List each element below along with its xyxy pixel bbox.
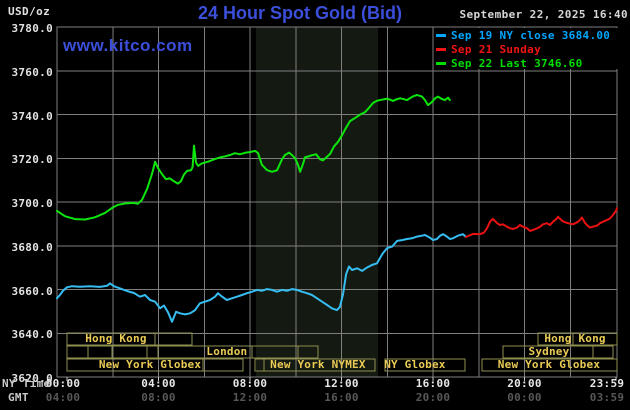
x-axis-label-ny: 08:00 (232, 377, 268, 390)
y-axis-label: 3780.0 (11, 22, 53, 35)
legend-backdrop (433, 28, 630, 69)
session-label: Sydney (528, 345, 570, 358)
y-axis-label: 3720.0 (11, 153, 53, 167)
y-axis-label: 3740.0 (11, 109, 53, 123)
datetime-label: September 22, 2025 16:40 (459, 8, 628, 21)
y-axis-label: 3620.0 (11, 372, 53, 385)
x-axis-label-gmt: 08:00 (141, 391, 176, 404)
legend-label: Sep 22 Last 3746.60 (451, 57, 583, 70)
price-line-sep21-red (464, 207, 618, 238)
x-axis-label-gmt: 04:00 (45, 391, 81, 404)
session-box (202, 358, 244, 372)
x-axis-label-ny: 04:00 (141, 377, 176, 390)
price-line-sep22-green (55, 94, 451, 221)
session-label: London (206, 345, 248, 358)
x-axis-label-ny: 16:00 (415, 377, 451, 390)
kitco-watermark-link[interactable]: www.kitco.com (63, 36, 193, 55)
price-line-sep19-cyan (55, 233, 467, 323)
y-axis-label: 3760.0 (11, 65, 53, 79)
gmt-axis-label: GMT (8, 391, 29, 404)
session-box (572, 332, 618, 346)
session-box (111, 345, 148, 359)
page-title: 24 Hour Spot Gold (Bid) (198, 3, 402, 23)
session-box (592, 345, 614, 359)
plot-border (56, 26, 618, 378)
session-box (481, 358, 618, 372)
x-axis-label-ny: 23:59 (589, 377, 625, 390)
y-axis-label: 3680.0 (11, 240, 53, 254)
session-box (384, 358, 466, 372)
session-box (297, 345, 319, 359)
ny-time-axis-label: NY Time (2, 377, 51, 390)
session-box (66, 345, 89, 359)
session-label: Hong Kong (85, 332, 147, 345)
x-axis-label-gmt: 12:00 (232, 391, 268, 404)
legend-label: Sep 21 Sunday (451, 43, 541, 56)
session-label: New York Globex (497, 358, 601, 371)
session-label: New York Globex (98, 358, 202, 371)
session-label: Hong Kong (544, 332, 606, 345)
y-axis-label: 3640.0 (11, 328, 53, 342)
legend-row-sep22: Sep 22 Last 3746.60 (436, 57, 583, 70)
session-box (263, 358, 376, 372)
x-axis-label-gmt: 20:00 (415, 391, 451, 404)
y-axis-label: 3660.0 (11, 284, 53, 298)
session-box (154, 332, 193, 346)
legend-label: Sep 19 NY close 3684.00 (451, 29, 611, 42)
x-axis-label-gmt: 16:00 (324, 391, 359, 404)
legend-dash-icon (436, 34, 446, 37)
legend-dash-icon (436, 48, 446, 51)
legend-dash-icon (436, 62, 446, 65)
session-label: NY Globex (384, 358, 446, 371)
x-axis-label-ny: 12:00 (324, 377, 359, 390)
x-axis-label-ny: 20:00 (507, 377, 542, 390)
session-box (87, 345, 113, 359)
y-axis-label: 3700.0 (11, 197, 53, 210)
legend-row-sep19: Sep 19 NY close 3684.00 (436, 29, 610, 42)
x-axis-label-gmt: 03:59 (589, 391, 625, 404)
session-label: New York NYMEX (270, 358, 366, 371)
legend-row-sep21: Sep 21 Sunday (436, 43, 541, 56)
x-axis-label-gmt: 00:00 (507, 391, 542, 404)
x-axis-label-ny: 00:00 (45, 377, 81, 390)
units-label: USD/oz (8, 5, 51, 18)
